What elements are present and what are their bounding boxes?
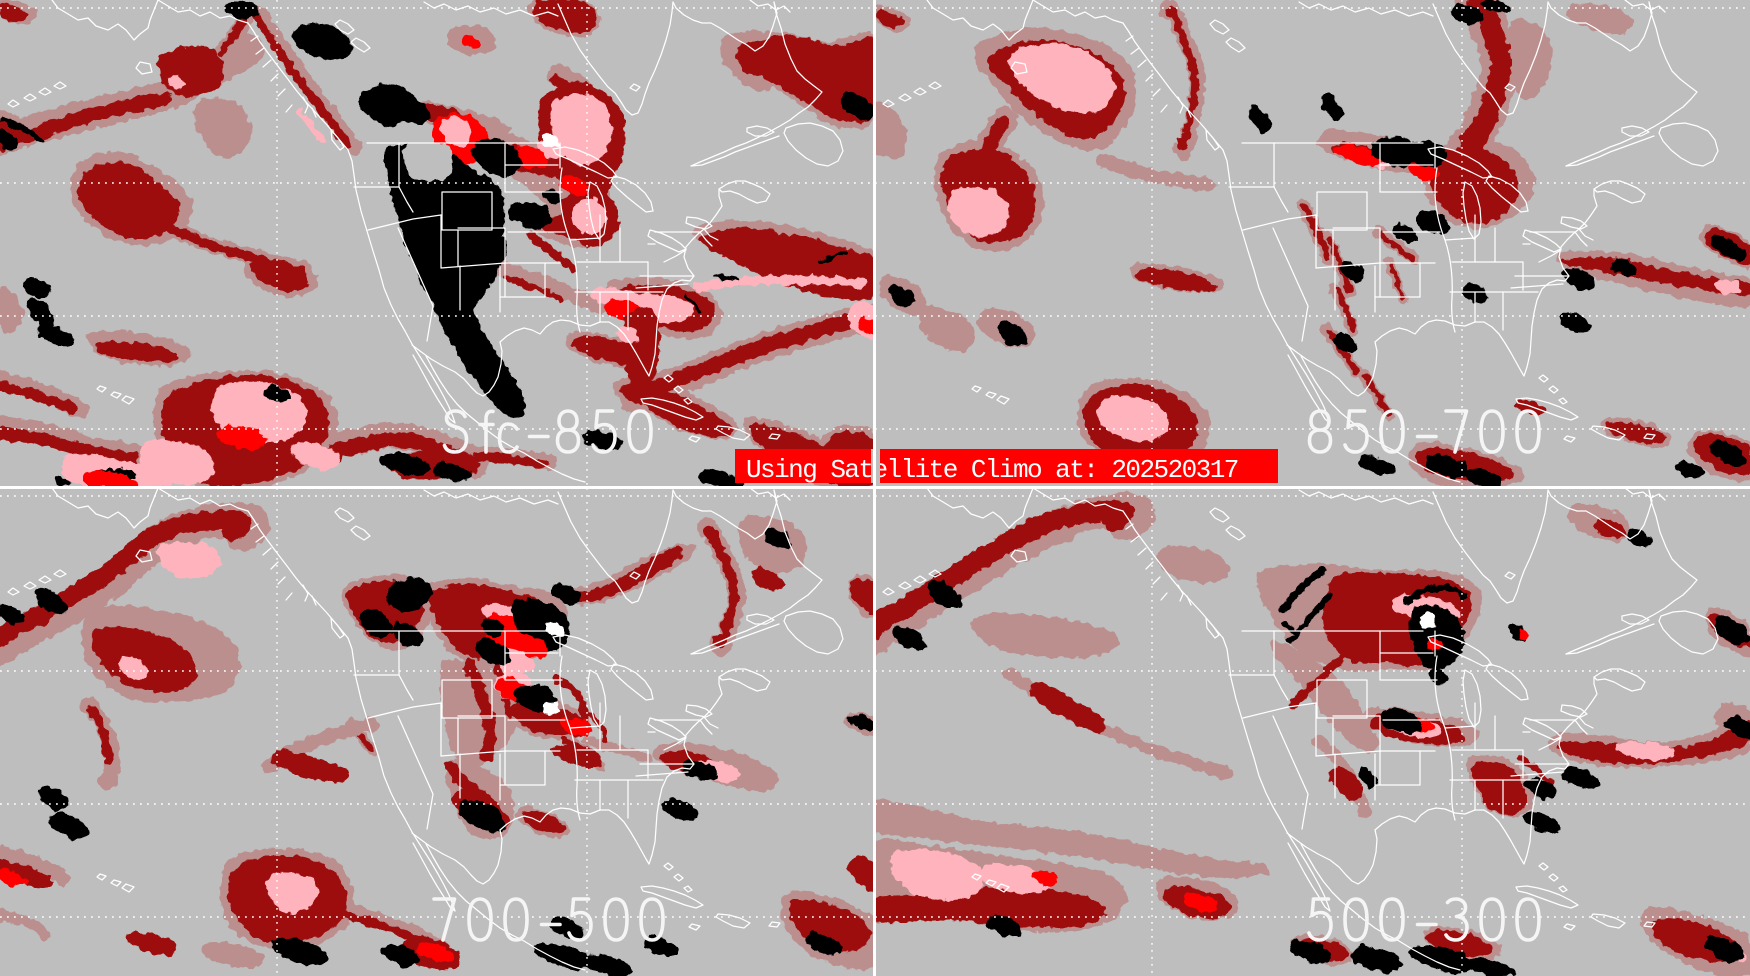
svg-text:Using Satellite Climo at: 2025: Using Satellite Climo at: 202520317 — [746, 455, 1238, 485]
